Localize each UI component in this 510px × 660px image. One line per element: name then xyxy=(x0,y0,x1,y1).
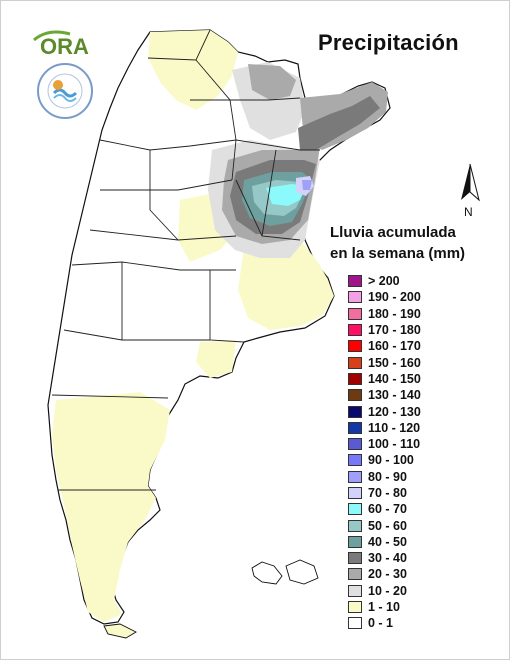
legend-item-label: 50 - 60 xyxy=(368,518,407,533)
legend-item: 60 - 70 xyxy=(348,501,421,517)
legend-swatch xyxy=(348,275,362,288)
legend-item-label: 120 - 130 xyxy=(368,404,421,419)
legend-item: 40 - 50 xyxy=(348,534,421,550)
legend-swatch xyxy=(348,340,362,353)
legend-item: 50 - 60 xyxy=(348,517,421,533)
legend-item: 0 - 1 xyxy=(348,615,421,631)
legend-item: 120 - 130 xyxy=(348,403,421,419)
legend-item: 150 - 160 xyxy=(348,354,421,370)
province-boundaries xyxy=(51,29,320,613)
legend-item-label: 100 - 110 xyxy=(368,437,421,452)
legend-item-label: 80 - 90 xyxy=(368,469,407,484)
legend-swatch xyxy=(348,535,362,548)
legend-item: 1 - 10 xyxy=(348,599,421,615)
rain-area-1-10-south xyxy=(52,392,170,622)
legend-item: 170 - 180 xyxy=(348,322,421,338)
legend-item-label: 70 - 80 xyxy=(368,486,407,500)
legend-swatch xyxy=(348,324,362,337)
legend-swatch xyxy=(348,372,362,385)
legend-swatch xyxy=(348,438,362,451)
legend-item-label: 170 - 180 xyxy=(368,323,421,338)
north-arrow-icon: N xyxy=(461,163,480,219)
legend-item-label: 130 - 140 xyxy=(368,388,421,403)
svg-text:N: N xyxy=(464,205,473,219)
legend-item: 30 - 40 xyxy=(348,550,421,566)
legend-item-label: 1 - 10 xyxy=(368,600,400,615)
rain-area-1-10-east xyxy=(238,240,334,330)
legend-item-label: 190 - 200 xyxy=(368,290,421,305)
legend-item-label: 110 - 120 xyxy=(368,420,421,435)
rain-area-1-10-north xyxy=(148,30,238,110)
malvinas-islands xyxy=(251,559,319,585)
ora-logo: ORA xyxy=(33,30,89,59)
legend-item: 20 - 30 xyxy=(348,566,421,582)
legend-item-label: 30 - 40 xyxy=(368,551,407,566)
legend-swatch xyxy=(348,568,362,581)
legend-item: 130 - 140 xyxy=(348,387,421,403)
legend-item-label: 60 - 70 xyxy=(368,502,407,517)
legend-swatch xyxy=(348,454,362,467)
legend-item-label: 90 - 100 xyxy=(368,453,414,468)
legend-swatch xyxy=(348,487,362,499)
rain-area-30-40-ne xyxy=(298,96,380,150)
legend-item: 110 - 120 xyxy=(348,420,421,436)
svg-text:ORA: ORA xyxy=(40,34,89,59)
legend-item: 100 - 110 xyxy=(348,436,421,452)
legend-title: Lluvia acumulada en la semana (mm) xyxy=(330,222,465,264)
legend-swatch xyxy=(348,470,362,483)
legend-swatch xyxy=(348,617,362,630)
legend-swatch xyxy=(348,291,362,304)
legend-item-label: 160 - 170 xyxy=(368,339,421,354)
argentina-seal-logo xyxy=(37,63,93,119)
rain-area-30-40-n xyxy=(248,64,296,100)
legend-item-label: > 200 xyxy=(368,274,400,289)
legend-item-label: 0 - 1 xyxy=(368,616,394,631)
legend-swatch xyxy=(348,552,362,565)
map-title: Precipitación xyxy=(318,30,459,55)
legend-item-label: 150 - 160 xyxy=(368,355,421,370)
tierra-del-fuego-island xyxy=(103,623,137,639)
legend-item: > 200 xyxy=(348,273,421,289)
legend-item-label: 20 - 30 xyxy=(368,567,407,582)
legend-item: 180 - 190 xyxy=(348,306,421,322)
legend-item: 70 - 80 xyxy=(348,485,421,501)
legend-item: 90 - 100 xyxy=(348,452,421,468)
legend-title-line1: Lluvia acumulada xyxy=(330,224,456,241)
legend-item: 140 - 150 xyxy=(348,371,421,387)
legend-swatch xyxy=(348,421,362,434)
legend-swatch xyxy=(348,307,362,320)
legend-title-line2: en la semana (mm) xyxy=(330,245,466,262)
legend-item: 10 - 20 xyxy=(348,583,421,599)
legend-swatch xyxy=(348,519,362,532)
rain-area-80-90 xyxy=(302,180,312,190)
rain-area-1-10-center2 xyxy=(196,340,236,378)
legend-item-label: 180 - 190 xyxy=(368,306,421,321)
legend-item-label: 10 - 20 xyxy=(368,583,407,598)
legend-swatch xyxy=(348,405,362,418)
legend-item: 190 - 200 xyxy=(348,289,421,305)
legend-swatch xyxy=(348,389,362,402)
legend-item: 160 - 170 xyxy=(348,338,421,354)
legend-item: 80 - 90 xyxy=(348,469,421,485)
legend-swatch xyxy=(348,503,362,516)
legend-swatch xyxy=(348,601,362,614)
legend-swatch xyxy=(348,584,362,597)
legend-swatch xyxy=(348,356,362,369)
legend-item-label: 40 - 50 xyxy=(368,534,407,549)
legend: > 200 190 - 200 180 - 190 170 - 180 160 - 17… xyxy=(348,273,421,632)
legend-item-label: 140 - 150 xyxy=(368,371,421,386)
